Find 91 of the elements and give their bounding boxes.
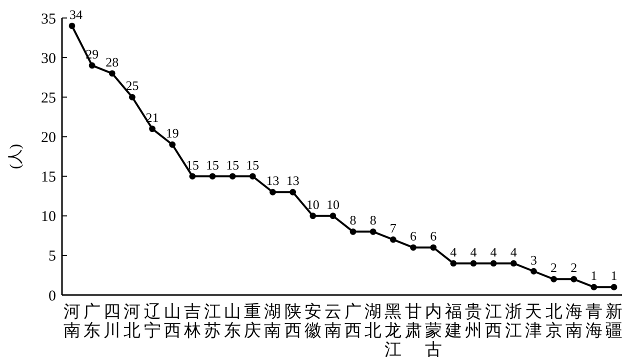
point xyxy=(570,276,578,282)
x-tick-label: 江西 xyxy=(485,302,502,340)
x-tick-label: 浙江 xyxy=(505,302,522,340)
x-tick-label: 甘肃 xyxy=(404,302,422,340)
point xyxy=(490,260,497,267)
x-tick-label: 重庆 xyxy=(244,302,262,340)
x-tick-label: 辽宁 xyxy=(144,302,161,340)
y-tick-label: 25 xyxy=(41,90,56,106)
data-label: 8 xyxy=(370,212,376,228)
x-tick-label: 贵州 xyxy=(464,302,482,340)
y-tick-label: 30 xyxy=(41,50,56,67)
point xyxy=(129,94,136,100)
point xyxy=(209,173,216,180)
y-tick-label: 20 xyxy=(41,130,56,146)
point xyxy=(590,284,598,290)
point xyxy=(550,276,557,282)
x-tick-label: 吉林 xyxy=(182,302,201,340)
y-tick-label: 35 xyxy=(41,11,56,28)
data-label: 4 xyxy=(490,244,498,260)
data-label: 4 xyxy=(510,244,518,260)
x-tick-label: 黑龙江 xyxy=(384,302,402,359)
x-tick-label: 海南 xyxy=(565,302,582,340)
data-label: 13 xyxy=(286,173,300,188)
x-tick-label: 新疆 xyxy=(606,302,622,340)
y-tick-label: 10 xyxy=(41,209,56,226)
data-label: 3 xyxy=(530,252,537,268)
data-label: 8 xyxy=(350,212,356,228)
x-tick-label: 湖南 xyxy=(264,302,282,340)
data-label: 2 xyxy=(550,260,558,276)
data-label: 28 xyxy=(106,54,119,70)
data-label: 15 xyxy=(186,157,199,172)
x-tick-label: 山西 xyxy=(164,302,181,340)
point xyxy=(169,141,176,148)
data-label: 6 xyxy=(410,228,418,244)
data-label: 4 xyxy=(450,244,458,260)
x-tick-label: 云南 xyxy=(324,302,342,340)
data-label: 7 xyxy=(390,220,397,236)
x-tick-label: 广东 xyxy=(84,302,101,340)
data-label: 1 xyxy=(590,268,598,284)
data-label: 15 xyxy=(226,157,240,172)
point xyxy=(108,70,116,77)
x-tick-label: 河南 xyxy=(64,302,80,340)
point xyxy=(189,173,196,180)
point xyxy=(310,212,316,220)
x-tick-label: 北京 xyxy=(545,302,562,340)
y-tick-label: 15 xyxy=(41,170,56,186)
y-axis-title: (人) xyxy=(8,144,24,169)
point xyxy=(149,126,156,132)
y-tick-label: 5 xyxy=(48,248,56,265)
x-tick-label: 河北 xyxy=(124,302,141,340)
data-label: 10 xyxy=(306,196,320,212)
x-tick-label: 江苏 xyxy=(204,302,222,340)
point xyxy=(229,173,236,180)
point xyxy=(530,268,537,274)
point xyxy=(430,244,437,251)
data-label: 34 xyxy=(70,6,83,22)
x-tick-label: 广西 xyxy=(344,302,362,340)
point xyxy=(390,236,396,243)
x-tick-label: 陕西 xyxy=(284,302,302,340)
x-tick-label: 湖北 xyxy=(364,302,382,340)
y-tick-label: 0 xyxy=(48,288,56,304)
point xyxy=(470,260,477,267)
point xyxy=(249,173,256,180)
point xyxy=(88,62,96,69)
data-label: 15 xyxy=(206,157,220,172)
data-label: 13 xyxy=(266,173,280,188)
point xyxy=(450,260,457,267)
data-label: 10 xyxy=(326,196,340,212)
x-tick-label: 内蒙古 xyxy=(424,302,442,359)
point xyxy=(510,260,517,267)
data-label: 4 xyxy=(470,244,478,260)
data-label: 15 xyxy=(246,157,260,172)
point xyxy=(410,244,416,251)
x-tick-label: 青海 xyxy=(585,302,602,340)
point xyxy=(290,188,296,196)
data-label: 2 xyxy=(570,260,578,276)
x-tick-label: 福建 xyxy=(444,302,462,340)
point xyxy=(350,228,356,235)
x-tick-label: 山东 xyxy=(224,302,242,340)
point xyxy=(330,212,336,220)
x-tick-label: 四川 xyxy=(104,302,121,340)
point xyxy=(610,284,618,290)
data-label: 19 xyxy=(166,126,179,141)
data-label: 1 xyxy=(610,268,618,284)
x-tick-label: 安徽 xyxy=(304,302,322,340)
data-label: 25 xyxy=(126,78,139,94)
x-tick-label: 天津 xyxy=(525,302,542,340)
data-label: 6 xyxy=(430,228,438,244)
point xyxy=(370,228,376,235)
point xyxy=(68,22,76,30)
point xyxy=(270,188,276,196)
